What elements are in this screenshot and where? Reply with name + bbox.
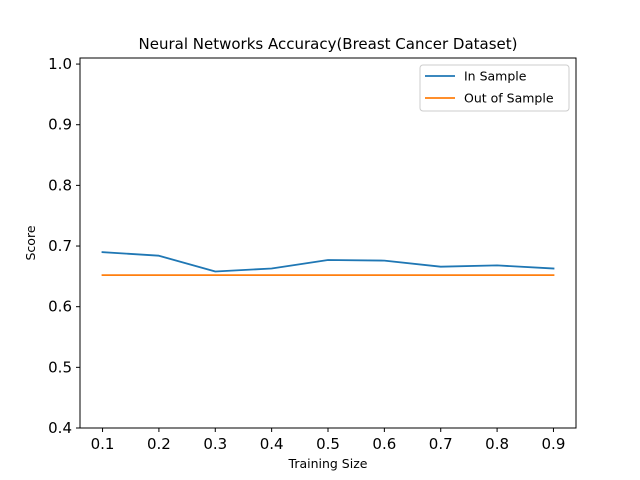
x-tick-label: 0.5 bbox=[316, 435, 340, 453]
legend: In Sample Out of Sample bbox=[419, 64, 570, 112]
y-tick-label: 1.0 bbox=[48, 55, 72, 73]
y-tick-label: 0.9 bbox=[48, 116, 72, 134]
x-tick-label: 0.9 bbox=[542, 435, 566, 453]
x-tick-label: 0.6 bbox=[372, 435, 396, 453]
x-tick-label: 0.1 bbox=[91, 435, 115, 453]
x-axis-label: Training Size bbox=[288, 456, 368, 471]
series-line-0 bbox=[101, 251, 555, 273]
y-tick-label: 0.5 bbox=[48, 358, 72, 376]
x-tick-label: 0.3 bbox=[203, 435, 227, 453]
chart-title: Neural Networks Accuracy(Breast Cancer D… bbox=[139, 35, 518, 53]
y-tick-label: 0.8 bbox=[48, 176, 72, 194]
y-tick-label: 0.4 bbox=[48, 419, 72, 437]
y-tick-label: 0.7 bbox=[48, 237, 72, 255]
y-tick-label: 0.6 bbox=[48, 298, 72, 316]
x-tick-label: 0.4 bbox=[260, 435, 284, 453]
x-tick-label: 0.7 bbox=[429, 435, 453, 453]
y-axis-ticks: 0.4 0.5 0.6 0.7 0.8 0.9 1.0 bbox=[48, 55, 80, 437]
x-tick-label: 0.8 bbox=[485, 435, 509, 453]
legend-label: Out of Sample bbox=[464, 91, 554, 106]
y-axis-label: Score bbox=[23, 225, 38, 260]
x-axis-ticks: 0.1 0.2 0.3 0.4 0.5 0.6 0.7 0.8 0.9 bbox=[91, 428, 566, 453]
plot-frame bbox=[79, 57, 577, 429]
legend-box bbox=[419, 64, 570, 112]
plot-area bbox=[101, 251, 555, 277]
x-tick-label: 0.2 bbox=[147, 435, 171, 453]
legend-label: In Sample bbox=[464, 69, 527, 84]
